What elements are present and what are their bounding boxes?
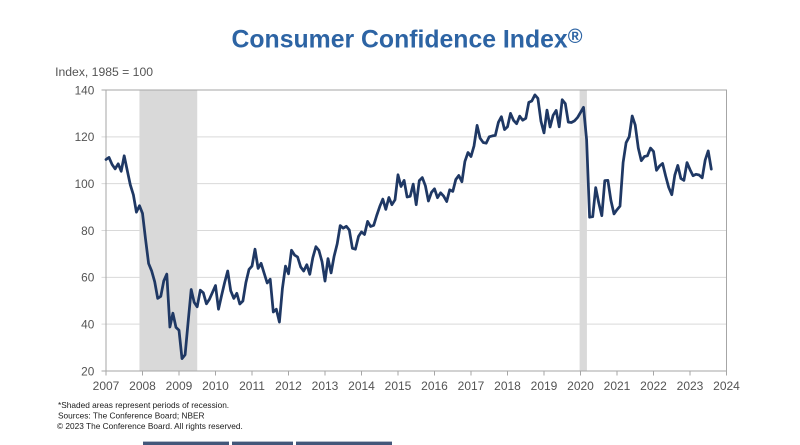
svg-text:2008: 2008	[129, 379, 156, 393]
svg-text:2019: 2019	[531, 379, 558, 393]
svg-text:120: 120	[75, 130, 95, 144]
svg-text:2021: 2021	[604, 379, 631, 393]
svg-text:2015: 2015	[385, 379, 412, 393]
svg-text:*Shaded areas represent period: *Shaded areas represent periods of reces…	[58, 400, 229, 410]
svg-text:2024: 2024	[713, 379, 740, 393]
svg-text:2013: 2013	[312, 379, 339, 393]
svg-text:20: 20	[81, 364, 95, 378]
svg-text:100: 100	[75, 177, 95, 191]
svg-text:2017: 2017	[458, 379, 485, 393]
svg-text:2012: 2012	[275, 379, 302, 393]
svg-text:2009: 2009	[166, 379, 193, 393]
svg-text:2018: 2018	[494, 379, 521, 393]
svg-text:40: 40	[81, 317, 95, 331]
svg-text:2016: 2016	[421, 379, 448, 393]
svg-text:60: 60	[81, 271, 95, 285]
svg-text:© 2023 The Conference Board. A: © 2023 The Conference Board. All rights …	[57, 421, 243, 431]
svg-text:80: 80	[81, 224, 95, 238]
svg-text:140: 140	[75, 83, 95, 97]
svg-text:Index, 1985 = 100: Index, 1985 = 100	[55, 65, 153, 79]
svg-text:2022: 2022	[640, 379, 667, 393]
svg-text:2007: 2007	[93, 379, 120, 393]
svg-text:2010: 2010	[202, 379, 229, 393]
svg-text:Sources: The Conference Board;: Sources: The Conference Board; NBER	[58, 411, 205, 421]
svg-text:2011: 2011	[239, 379, 265, 393]
svg-text:Consumer Confidence Index®: Consumer Confidence Index®	[232, 26, 583, 53]
svg-text:2014: 2014	[348, 379, 375, 393]
svg-text:2020: 2020	[567, 379, 594, 393]
svg-text:2023: 2023	[677, 379, 704, 393]
